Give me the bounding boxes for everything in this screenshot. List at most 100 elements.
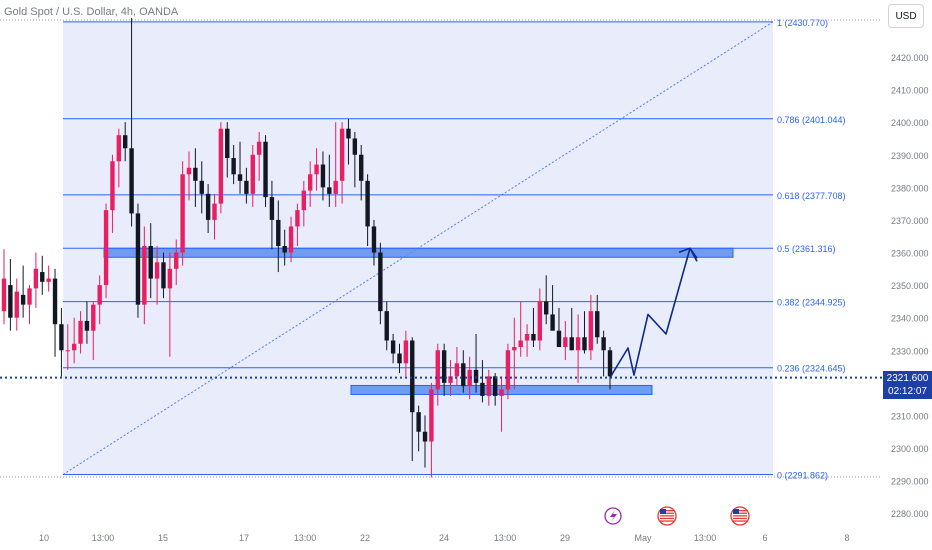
bar-countdown: 02:12:07 (888, 386, 927, 397)
x-tick-label: 6 (762, 533, 767, 543)
projection-arrowhead (678, 247, 698, 259)
y-tick-label: 2380.000 (891, 183, 929, 193)
candle-body (422, 431, 428, 442)
candle-body (429, 389, 434, 442)
candle-body (103, 210, 109, 286)
candle-body (531, 333, 536, 341)
candle-body (588, 311, 594, 351)
candle-body (473, 369, 479, 383)
candle-body (339, 128, 345, 181)
candle-body (550, 314, 555, 331)
candle-body (537, 301, 543, 341)
candle-body (161, 262, 166, 289)
y-tick-label: 2390.000 (891, 151, 929, 161)
flag-stripe (660, 520, 674, 522)
candle-body (231, 158, 236, 175)
x-tick-label: 13:00 (294, 533, 317, 543)
candle-body (397, 353, 402, 364)
candle-body (59, 324, 64, 351)
candle-body (174, 252, 179, 269)
candle-body (301, 190, 307, 211)
candle-body (84, 320, 90, 331)
y-tick-label: 2290.000 (891, 477, 929, 487)
last-price-tag: 2321.600 02:12:07 (883, 371, 932, 399)
candle-body (14, 291, 19, 318)
candle-body (205, 193, 211, 220)
candle-body (607, 350, 613, 377)
currency-button[interactable]: USD (888, 4, 924, 28)
y-tick-label: 2300.000 (891, 444, 929, 454)
candle-body (27, 288, 32, 305)
candle-body (352, 138, 358, 155)
resistance-zone (103, 247, 734, 258)
candle-body (199, 180, 204, 194)
candle-body (78, 320, 83, 344)
candle-body (384, 311, 389, 341)
x-tick-label: 10 (39, 533, 49, 543)
candle-body (486, 376, 491, 396)
candle-body (461, 363, 466, 387)
candle-body (135, 213, 141, 305)
flag-stripe (660, 517, 674, 520)
candle-body (65, 350, 70, 352)
x-tick-label: 29 (560, 533, 570, 543)
y-tick-label: 2420.000 (891, 53, 929, 63)
candle-body (123, 135, 128, 149)
candle-body (91, 304, 96, 331)
candle-body (218, 128, 224, 204)
candle-body (410, 340, 415, 413)
fib-level-label: 0.618 (2377.708) (777, 191, 846, 201)
y-tick-label: 2400.000 (891, 118, 929, 128)
chart-title: Gold Spot / U.S. Dollar, 4h, OANDA (4, 6, 179, 18)
candle-body (327, 187, 332, 194)
candle-body (116, 135, 122, 162)
candle-body (167, 268, 173, 289)
candle-body (288, 226, 294, 253)
candle-body (193, 167, 198, 181)
candle-body (142, 245, 147, 305)
candle-body (544, 301, 549, 315)
x-tick-label: 8 (844, 533, 849, 543)
flag-stripe (733, 517, 747, 520)
candle-body (314, 164, 319, 175)
y-tick-label: 2280.000 (891, 509, 929, 519)
flash-icon-bolt (610, 510, 617, 522)
candle-body (441, 350, 447, 383)
flag-stripe (660, 512, 674, 514)
y-tick-label: 2360.000 (891, 249, 929, 259)
candle-body (320, 164, 326, 188)
y-tick-label: 2310.000 (891, 411, 929, 421)
y-tick-label: 2330.000 (891, 346, 929, 356)
fib-level-label: 0.5 (2361.316) (777, 244, 836, 254)
candle-body (269, 197, 275, 220)
candle-body (492, 376, 498, 396)
candle-body (569, 337, 574, 351)
candle-body (212, 203, 217, 220)
x-tick-label: 22 (360, 533, 370, 543)
candle-body (256, 141, 262, 155)
fib-level-label: 0 (2291.862) (777, 471, 828, 481)
candle-body (8, 285, 13, 318)
candle-body (282, 245, 287, 253)
candle-body (505, 350, 511, 390)
candle-body (186, 167, 192, 175)
candle-body (416, 412, 421, 432)
x-tick-label: 13:00 (494, 533, 517, 543)
candle-body (499, 389, 504, 396)
candle-body (359, 154, 364, 181)
candle-body (556, 330, 562, 348)
candle-body (454, 363, 460, 377)
candle-body (154, 262, 160, 279)
x-tick-label: 17 (239, 533, 249, 543)
x-tick-label: 13:00 (92, 533, 115, 543)
x-tick-label: 13:00 (694, 533, 717, 543)
candle-body (307, 174, 313, 191)
candle-body (333, 180, 338, 194)
candle-body (180, 174, 185, 253)
candle-body (448, 376, 453, 383)
flag-canton (733, 509, 739, 514)
candle-body (250, 154, 255, 194)
flag-stripe (733, 510, 747, 512)
candle-body (435, 350, 440, 390)
